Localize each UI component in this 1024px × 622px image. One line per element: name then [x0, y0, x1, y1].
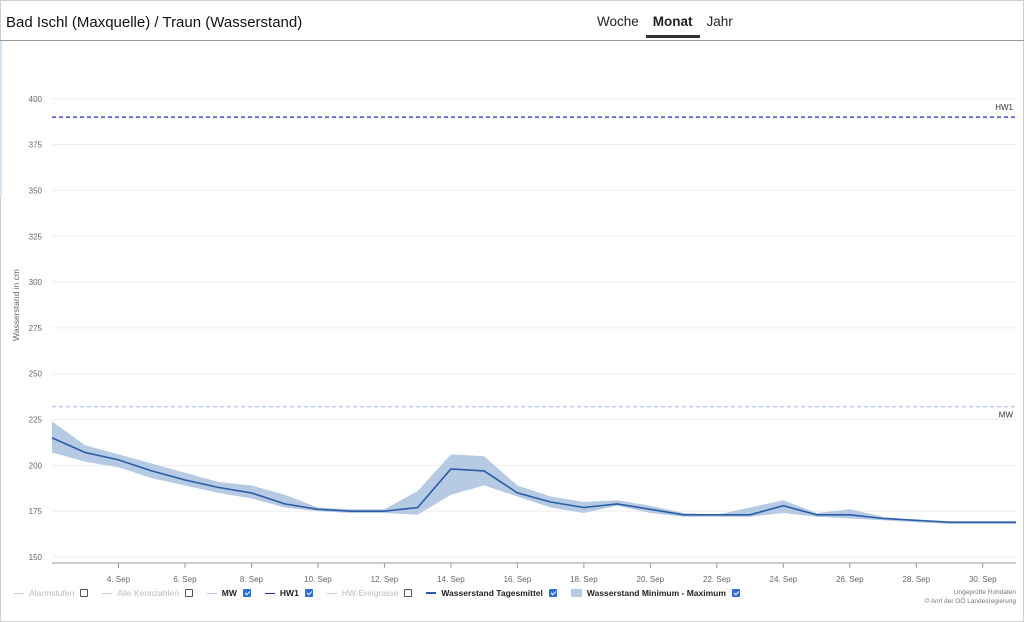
- legend-item-alle-kennzahlen[interactable]: Alle Kennzahlen: [102, 588, 193, 598]
- legend-item-hw-ereignisse[interactable]: HW-Ereignisse: [326, 588, 413, 598]
- y-tick-label: 300: [29, 278, 43, 287]
- y-tick-label: 275: [29, 324, 43, 333]
- reference-label-hw1: HW1: [995, 103, 1013, 112]
- legend-label: MW: [221, 588, 237, 598]
- legend-line-icon: [14, 592, 24, 594]
- y-tick-label: 150: [29, 553, 43, 562]
- credit-copyright: © Amt der OÖ Landesregierung: [924, 598, 1016, 605]
- x-tick-label: 24. Sep: [770, 575, 798, 584]
- legend-item-alarmstufen[interactable]: Alarmstufen: [14, 588, 89, 598]
- x-tick-label: 4. Sep: [107, 575, 131, 584]
- legend-line-icon: [426, 592, 437, 594]
- checkbox-tagesmittel[interactable]: [548, 589, 557, 597]
- legend-label: Alarmstufen: [29, 588, 75, 598]
- mean-line: [51, 437, 1016, 524]
- y-tick-label: 200: [29, 461, 43, 470]
- checkbox-alle-kennzahlen[interactable]: [184, 589, 193, 597]
- legend-area-icon: [570, 589, 582, 597]
- legend-label: HW-Ereignisse: [341, 588, 399, 598]
- x-tick-label: 28. Sep: [902, 575, 930, 584]
- legend-label: HW1: [279, 588, 299, 598]
- credit-raw-data: Ungeprüfte Rohdaten: [953, 589, 1016, 596]
- x-tick-label: 18. Sep: [570, 575, 598, 584]
- credit: Ungeprüfte Rohdaten © Amt der OÖ Landesr…: [924, 588, 1016, 606]
- min-max-band: [52, 421, 1016, 524]
- legend-label: Wasserstand Tagesmittel: [441, 588, 543, 598]
- legend-line-icon: [102, 592, 113, 594]
- y-tick-label: 225: [29, 416, 43, 425]
- left-accent-bar: [0, 41, 2, 196]
- x-tick-label: 16. Sep: [504, 575, 532, 584]
- checkbox-mw[interactable]: [242, 589, 251, 597]
- legend-label: Wasserstand Minimum - Maximum: [586, 588, 726, 598]
- tab-monat[interactable]: Monat: [645, 14, 700, 38]
- y-tick-label: 325: [29, 232, 43, 241]
- reference-label-mw: MW: [999, 411, 1014, 420]
- period-tabs: Woche Monat Jahr: [590, 14, 740, 38]
- tab-jahr[interactable]: Jahr: [706, 14, 733, 29]
- y-tick-label: 375: [29, 141, 43, 150]
- header: Bad Ischl (Maxquelle) / Traun (Wassersta…: [0, 0, 1024, 41]
- tab-woche[interactable]: Woche: [597, 14, 639, 29]
- x-tick-label: 10. Sep: [304, 575, 332, 584]
- page-title: Bad Ischl (Maxquelle) / Traun (Wassersta…: [6, 14, 303, 31]
- x-tick-label: 6. Sep: [173, 575, 197, 584]
- legend-line-icon: [264, 592, 275, 594]
- legend-line-icon: [206, 592, 217, 594]
- legend-item-tagesmittel[interactable]: Wasserstand Tagesmittel: [426, 588, 557, 598]
- checkbox-min-max[interactable]: [731, 589, 740, 597]
- x-tick-label: 14. Sep: [437, 575, 465, 584]
- legend-item-min-max[interactable]: Wasserstand Minimum - Maximum: [570, 588, 740, 598]
- y-tick-label: 175: [29, 507, 43, 516]
- water-level-chart: 150 175 200 225 250 275 300 325 350 375 400 4. Sep 6…: [11, 95, 1017, 584]
- legend-label: Alle Kennzahlen: [117, 588, 179, 598]
- x-tick-label: 22. Sep: [703, 575, 731, 584]
- x-tick-label: 8. Sep: [240, 575, 264, 584]
- y-axis-label: Wasserstand in cm: [11, 269, 21, 341]
- x-tick-label: 26. Sep: [836, 575, 864, 584]
- legend-item-hw1[interactable]: HW1: [264, 588, 313, 598]
- checkbox-alarmstufen[interactable]: [80, 589, 89, 597]
- x-tick-label: 12. Sep: [371, 575, 399, 584]
- y-tick-label: 400: [29, 95, 43, 104]
- legend: Alarmstufen Alle Kennzahlen MW HW1 HW-Er…: [14, 588, 754, 598]
- checkbox-hw1[interactable]: [304, 589, 313, 597]
- legend-item-mw[interactable]: MW: [206, 588, 251, 598]
- x-tick-label: 20. Sep: [637, 575, 665, 584]
- y-tick-label: 350: [29, 186, 43, 195]
- checkbox-hw-ereignisse[interactable]: [404, 589, 413, 597]
- legend-line-icon: [326, 592, 337, 594]
- x-tick-label: 30. Sep: [969, 575, 997, 584]
- y-tick-label: 250: [29, 370, 43, 379]
